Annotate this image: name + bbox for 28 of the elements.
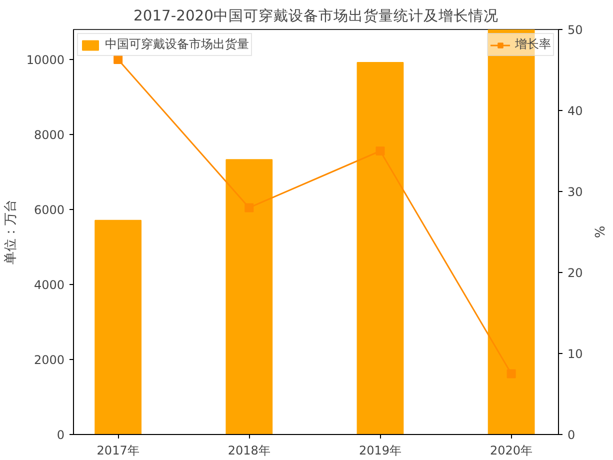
point <box>114 54 123 64</box>
bar <box>356 62 404 434</box>
point <box>506 369 516 378</box>
y2-tick-label: 10 <box>568 347 583 361</box>
x-tick-label: 2018年 <box>228 444 270 458</box>
y-tick-label: 2000 <box>34 353 65 367</box>
y2-tick-label: 40 <box>568 104 583 118</box>
x-tick-label: 2019年 <box>358 444 402 458</box>
point <box>244 203 254 212</box>
chart-title: 2017-2020中国可穿戴设备市场出货量统计及增长情况 <box>134 8 498 24</box>
y-tick-label: 0 <box>56 428 65 442</box>
bar <box>226 159 273 434</box>
y2-tick-label: 0 <box>568 428 576 442</box>
y2-axis-title: % <box>590 226 606 238</box>
y-tick-label: 6000 <box>34 203 65 217</box>
y-axis-title: 单位：万台 <box>3 200 18 264</box>
bar <box>94 220 142 434</box>
y2-tick-label: 20 <box>568 266 583 280</box>
y-tick-label: 4000 <box>34 278 65 292</box>
legend-label: 增长率 <box>515 36 551 53</box>
x-tick-label: 2017年 <box>96 444 140 458</box>
y-tick-label: 10000 <box>26 53 65 67</box>
y2-tick-label: 30 <box>568 185 583 199</box>
y-tick-label: 8000 <box>34 128 65 142</box>
legend-label: 中国可穿戴设备市场出货量 <box>105 36 249 53</box>
y2-tick-label: 50 <box>568 23 583 37</box>
x-tick-label: 2020年 <box>490 444 533 458</box>
point <box>376 146 385 156</box>
